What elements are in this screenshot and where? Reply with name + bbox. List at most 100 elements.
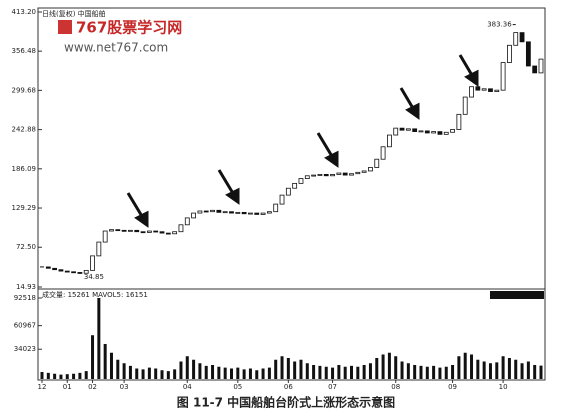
volume-bar xyxy=(267,367,271,379)
volume-bar xyxy=(470,354,474,379)
y-tick-label: 60967 xyxy=(14,322,36,330)
volume-bar xyxy=(457,356,461,379)
candle xyxy=(229,211,234,214)
candle xyxy=(128,229,133,232)
arrow-head xyxy=(225,187,240,205)
candle xyxy=(58,269,64,272)
volume-bar xyxy=(229,368,233,379)
candle xyxy=(494,89,500,92)
volume-panel xyxy=(37,288,546,381)
candle xyxy=(45,266,51,269)
y-tick-label: 92518 xyxy=(14,294,36,302)
volume-bar xyxy=(539,365,543,379)
x-tick-label: 06 xyxy=(284,383,293,391)
candle xyxy=(260,212,266,215)
volume-bar xyxy=(103,343,107,379)
volume-bar xyxy=(242,369,246,379)
y-tick-label: 356.48 xyxy=(12,47,37,55)
candle xyxy=(424,130,430,134)
volume-bar xyxy=(91,335,95,379)
candle xyxy=(431,131,437,134)
volume-bar xyxy=(185,356,189,379)
candle xyxy=(52,267,58,271)
volume-bar xyxy=(59,374,63,379)
y-tick-label: 242.88 xyxy=(12,126,37,134)
x-tick-label: 03 xyxy=(120,383,129,391)
candle xyxy=(342,172,348,176)
candle xyxy=(279,194,285,205)
arrows xyxy=(126,54,479,228)
candle xyxy=(456,113,462,130)
volume-bar xyxy=(236,367,240,379)
candle xyxy=(387,134,392,148)
y-tick-label: 34023 xyxy=(14,345,36,353)
y-tick-label: 129.29 xyxy=(12,204,37,212)
candle xyxy=(323,174,329,177)
volume-bar xyxy=(46,372,50,379)
volume-bar xyxy=(482,361,486,379)
candle xyxy=(285,187,291,196)
volume-bar xyxy=(507,357,511,379)
x-tick-label: 01 xyxy=(63,383,72,391)
candle xyxy=(235,211,241,214)
candle xyxy=(481,88,487,91)
volume-bar xyxy=(514,359,518,379)
x-tick-label: 09 xyxy=(448,383,457,391)
volume-bar xyxy=(356,366,360,379)
candle xyxy=(450,129,455,133)
candle xyxy=(298,178,304,184)
candle xyxy=(248,212,253,215)
candle xyxy=(172,231,178,235)
candle xyxy=(197,210,203,214)
volume-bar xyxy=(135,368,139,379)
candle xyxy=(361,170,367,173)
x-tick-label: 08 xyxy=(391,383,400,391)
volume-bar xyxy=(520,363,524,379)
x-tick-label: 04 xyxy=(183,383,192,391)
candle xyxy=(140,231,146,234)
volume-bar xyxy=(179,361,183,379)
candle xyxy=(109,229,114,232)
candle xyxy=(77,272,83,274)
candle xyxy=(469,86,474,98)
watermark: 767股票学习网 www.net767.com xyxy=(58,19,182,55)
volume-bar xyxy=(293,361,297,379)
candle xyxy=(311,174,317,177)
candle xyxy=(538,58,544,74)
volume-bar xyxy=(192,359,196,379)
volume-bar xyxy=(413,364,417,379)
volume-bar xyxy=(350,365,354,379)
candle xyxy=(216,209,222,213)
volume-bar xyxy=(444,366,448,379)
volume-bar xyxy=(312,364,316,379)
candle xyxy=(191,212,196,219)
x-tick-label: 12 xyxy=(38,383,47,391)
volume-bar xyxy=(533,364,537,379)
candle xyxy=(64,270,70,273)
candle xyxy=(121,229,127,232)
volume-bar xyxy=(476,359,480,379)
arrow-head xyxy=(464,69,479,87)
candle xyxy=(184,217,190,226)
volume-bar xyxy=(324,366,328,379)
candle xyxy=(83,269,89,274)
arrow xyxy=(399,87,416,111)
candle xyxy=(393,127,399,136)
candle xyxy=(488,88,493,92)
volume-bar xyxy=(109,352,113,379)
candle xyxy=(266,211,272,214)
candle xyxy=(507,44,512,63)
volume-header-bar xyxy=(490,291,544,299)
candle xyxy=(304,175,310,179)
volume-bar xyxy=(286,357,290,379)
volume-bar xyxy=(280,356,284,379)
candle xyxy=(437,131,443,135)
candle xyxy=(241,211,247,215)
volume-bar xyxy=(406,363,410,379)
candle xyxy=(355,171,361,175)
volume-bar xyxy=(166,371,170,379)
volume-bar xyxy=(122,363,126,379)
volume-bar xyxy=(362,364,366,379)
y-tick-label: 186.09 xyxy=(12,165,37,173)
